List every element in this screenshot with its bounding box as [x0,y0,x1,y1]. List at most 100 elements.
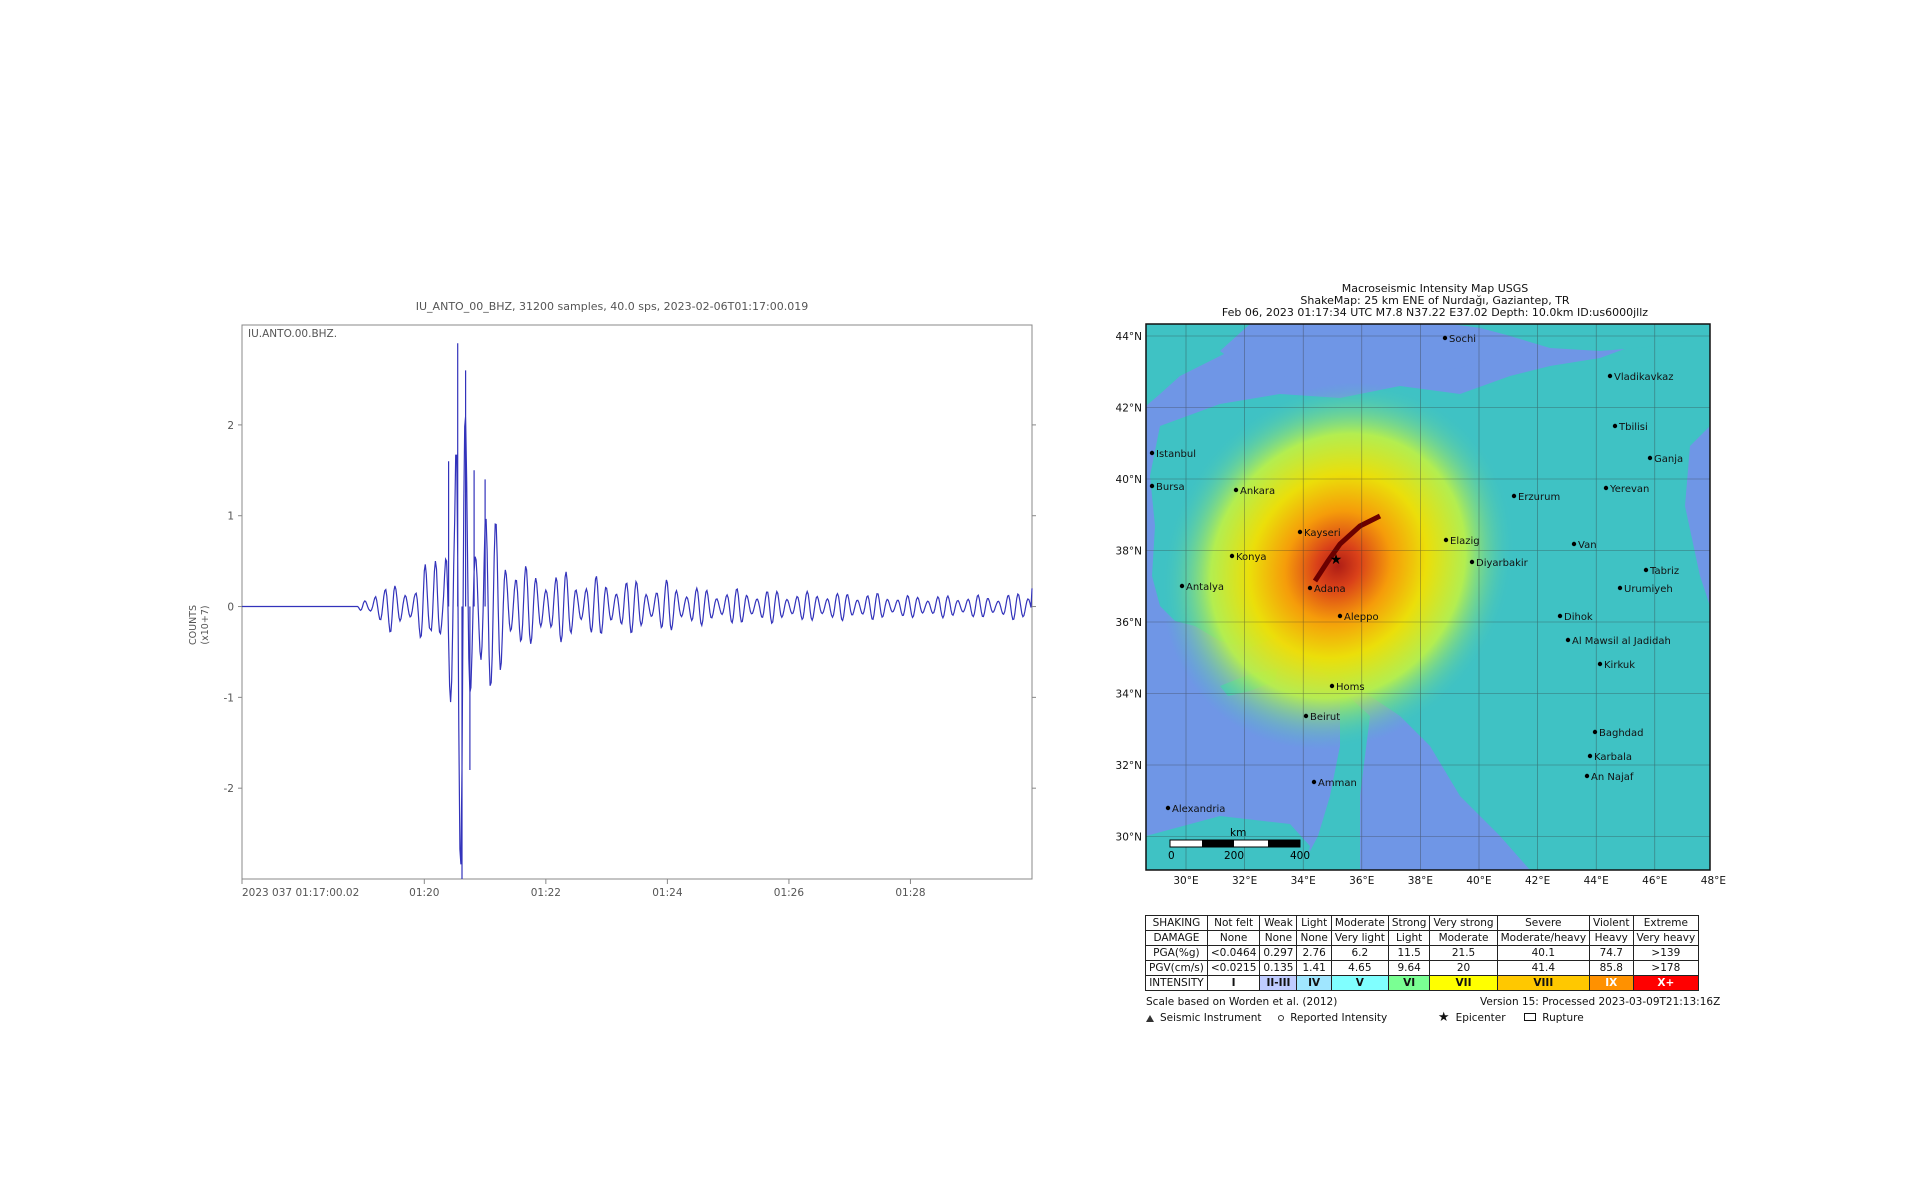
legend-cell: None [1296,930,1332,946]
city-marker [1647,455,1653,461]
seismogram-chart: IU_ANTO_00_BHZ, 31200 samples, 40.0 sps,… [188,300,1036,899]
legend-cell: <0.0215 [1206,960,1261,976]
y-tick-label: 0 [227,602,234,614]
legend-row: SHAKING Not felt Weak Light Moderate Strong Ve… [1145,915,1700,931]
city-label: Elazig [1450,536,1480,547]
city-label: Tbilisi [1618,422,1648,433]
legend-cell: 11.5 [1387,945,1431,961]
legend-key: Seismic Instrument Reported Intensity ★ E… [1146,1010,1584,1025]
lat-label: 38°N [1116,546,1142,558]
legend-cell: Severe [1496,915,1591,931]
legend-row: INTENSITY I II-III IV V VI VII VIII IX X+ [1145,975,1700,991]
x-tick-label: 01:22 [531,887,561,899]
city-label: Baghdad [1599,728,1644,739]
scale-tick-200: 200 [1224,850,1244,862]
city-marker [1617,585,1623,591]
city-marker [1179,583,1185,589]
city-marker [1337,613,1343,619]
lon-label: 42°E [1525,875,1550,887]
seismogram-title: IU_ANTO_00_BHZ, 31200 samples, 40.0 sps,… [416,300,808,313]
city-marker [1233,487,1239,493]
legend-cell: V [1330,975,1389,991]
legend-row-label: INTENSITY [1145,975,1208,991]
legend-cell: X+ [1632,975,1700,991]
caspian-sea [1685,426,1710,606]
city-marker [1307,585,1313,591]
legend-cell: Light [1387,930,1431,946]
legend-cell: 9.64 [1387,960,1431,976]
city-marker [1587,753,1593,759]
triangle-icon [1146,1015,1154,1022]
scale-bar: km 0 200 400 [1168,827,1310,862]
scale-note: Scale based on Worden et al. (2012) [1146,996,1338,1008]
lon-label: 48°E [1701,875,1726,887]
city-marker [1557,613,1563,619]
land-caucasus [1450,324,1710,351]
rupture-trace [1312,513,1382,583]
legend-cell: 85.8 [1589,960,1634,976]
lon-label: 44°E [1584,875,1609,887]
city-label: Karbala [1594,752,1632,763]
scale-unit: km [1230,827,1246,839]
legend-row: PGA(%g) <0.0464 0.297 2.76 6.2 11.5 21.5 40.1 74… [1145,945,1700,961]
legend-cell: VI [1387,975,1431,991]
map-frame: ★ 44°N42°N40°N38°N36°N34°N32°N30°N 30°E 3… [1116,323,1726,887]
legend-cell: VII [1429,975,1498,991]
seismogram-trace [242,343,1033,879]
legend-cell: Very strong [1429,915,1498,931]
legend-cell: 21.5 [1429,945,1498,961]
scale-tick-400: 400 [1290,850,1310,862]
city-label: Al Mawsil al Jadidah [1572,636,1671,647]
version-note: Version 15: Processed 2023-03-09T21:13:1… [1480,996,1721,1008]
latitude-labels: 44°N 42°N 40°N 38°N 36°N 34°N 32°N 30°N [1116,331,1142,844]
legend-cell: None [1206,930,1261,946]
legend-cell: Light [1296,915,1332,931]
key-rupture: Rupture [1542,1012,1584,1024]
city-marker [1612,423,1618,429]
intensity-legend: SHAKING Not felt Weak Light Moderate Strong Ve… [1145,915,1700,991]
city-marker [1571,541,1577,547]
city-label: Ankara [1240,486,1275,497]
shaking-intensity [1161,382,1515,750]
legend-cell: 20 [1429,960,1498,976]
legend-cell: 1.41 [1296,960,1332,976]
city-label: Tabriz [1649,566,1679,577]
city-label: Yerevan [1609,484,1649,495]
city-label: Sochi [1449,334,1476,345]
city-marker [1149,450,1155,456]
map-subtitle: ShakeMap: 25 km ENE of Nurdağı, Gaziante… [1300,294,1570,307]
lat-label: 36°N [1116,617,1142,629]
legend-cell: Moderate [1429,930,1498,946]
lat-label: 32°N [1116,760,1142,772]
map-title: Macroseismic Intensity Map USGS [1341,282,1529,295]
star-icon: ★ [1437,1010,1450,1025]
y-axis-unit: (x10+7) [200,605,211,644]
lon-label: 38°E [1408,875,1433,887]
legend-row-label: PGV(cm/s) [1145,960,1208,976]
city-label: Konya [1236,552,1267,563]
legend-cell: None [1259,930,1298,946]
legend-cell: 0.297 [1259,945,1298,961]
y-tick-label: 1 [227,511,234,523]
city-label: Erzurum [1518,492,1560,503]
legend-row-label: PGA(%g) [1145,945,1208,961]
map-grid [1146,324,1710,870]
legend-cell: >139 [1632,945,1700,961]
lon-label: 36°E [1349,875,1374,887]
lon-label: 46°E [1642,875,1667,887]
legend-cell: 6.2 [1330,945,1389,961]
city-label: Alexandria [1172,804,1225,815]
city-label: Kayseri [1304,528,1341,539]
key-epicenter: Epicenter [1455,1012,1506,1024]
city-label: Van [1578,540,1597,551]
city-label: Kirkuk [1604,660,1635,671]
y-axis-label: COUNTS [188,605,199,645]
lon-label: 34°E [1291,875,1316,887]
legend-cell: Very light [1330,930,1389,946]
lat-label: 30°N [1116,832,1142,844]
legend-row-label: SHAKING [1145,915,1208,931]
city-marker [1469,559,1475,565]
legend-cell: Very heavy [1632,930,1700,946]
city-marker [1165,805,1171,811]
legend-cell: I [1206,975,1261,991]
